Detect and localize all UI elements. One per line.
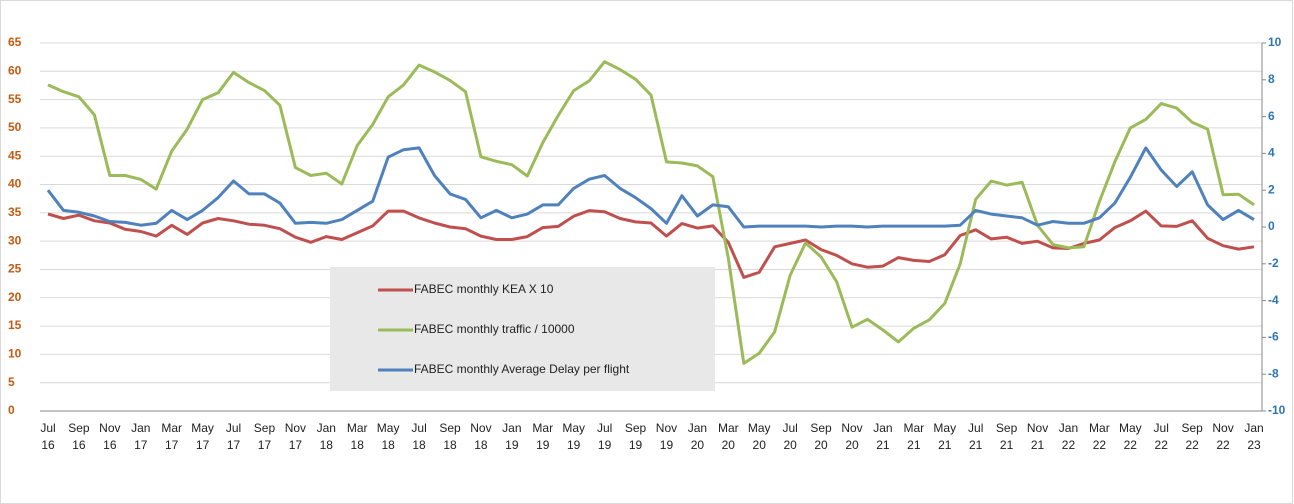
x-tick-label: Nov 20 — [841, 421, 863, 452]
y-tick-label: 30 — [8, 233, 22, 247]
x-tick-label: Jul 16 — [40, 421, 56, 452]
x-tick-label: Jan 23 — [1244, 421, 1264, 452]
x-tick-label: May 21 — [933, 421, 957, 452]
y-tick-label: 0 — [8, 403, 15, 417]
y-tick-label: 5 — [8, 375, 15, 389]
x-tick-label: Jan 18 — [316, 421, 336, 452]
y-tick-label: 25 — [8, 262, 22, 276]
x-tick-label: Nov 19 — [655, 421, 678, 452]
series-line — [47, 60, 1255, 365]
x-tick-label: Nov 18 — [470, 421, 492, 452]
x-tick-label: Sep 20 — [810, 421, 832, 452]
y2-tick-label: 10 — [1268, 35, 1282, 49]
x-tick-label: Jul 19 — [596, 421, 613, 452]
x-tick-label: Jan 21 — [873, 421, 893, 452]
x-tick-label: May 20 — [747, 421, 771, 452]
x-tick-label: Jul 17 — [225, 421, 242, 452]
x-tick-label: Jul 22 — [1153, 421, 1169, 452]
x-tick-label: May 17 — [191, 421, 214, 452]
y-tick-label: 50 — [8, 120, 22, 134]
y2-tick-label: 2 — [1268, 182, 1275, 196]
x-tick-label: Jul 21 — [968, 421, 984, 452]
y2-tick-label: 6 — [1268, 109, 1275, 123]
y-tick-label: 15 — [8, 318, 22, 332]
y-tick-label: 40 — [8, 177, 22, 191]
x-tick-label: Mar 20 — [717, 421, 739, 452]
series-line — [46, 146, 1255, 229]
x-tick-label: Jan 20 — [687, 421, 708, 452]
x-tick-label: Nov 22 — [1212, 421, 1234, 452]
y-tick-label: 45 — [8, 148, 22, 162]
x-tick-label: Mar 22 — [1089, 421, 1110, 452]
y2-tick-label: 8 — [1268, 72, 1275, 86]
y2-tick-label: -8 — [1268, 366, 1279, 380]
y2-tick-label: -2 — [1268, 256, 1279, 270]
x-tick-label: Sep 19 — [624, 421, 647, 452]
x-tick-label: Mar 21 — [903, 421, 925, 452]
x-tick-label: May 19 — [562, 421, 586, 452]
y2-tick-label: 0 — [1268, 219, 1275, 233]
x-tick-label: Sep 16 — [68, 421, 90, 452]
y-tick-label: 65 — [8, 35, 22, 49]
x-tick-label: Nov 21 — [1026, 421, 1049, 452]
x-tick-label: Mar 17 — [161, 421, 183, 452]
x-tick-label: Sep 17 — [253, 421, 276, 452]
y-tick-label: 35 — [8, 205, 22, 219]
y-tick-label: 20 — [8, 290, 22, 304]
y2-tick-label: -10 — [1268, 403, 1286, 417]
x-tick-label: Jan 22 — [1058, 421, 1079, 452]
x-tick-label: May 18 — [376, 421, 400, 452]
legend-label: FABEC monthly Average Delay per flight — [414, 362, 630, 376]
x-tick-label: Jan 17 — [131, 421, 151, 452]
x-tick-label: Jul 18 — [411, 421, 427, 452]
x-tick-label: Jan 19 — [502, 421, 522, 452]
x-tick-label: Nov 16 — [99, 421, 121, 452]
x-tick-label: Sep 21 — [995, 421, 1018, 452]
y2-tick-label: 4 — [1268, 146, 1275, 160]
y-tick-label: 55 — [8, 92, 22, 106]
legend-label: FABEC monthly KEA X 10 — [414, 282, 554, 296]
y-tick-label: 10 — [8, 347, 22, 361]
x-tick-label: Jul 20 — [782, 421, 798, 452]
series-line — [47, 209, 1255, 279]
y2-tick-label: -6 — [1268, 330, 1279, 344]
x-tick-label: Nov 17 — [284, 421, 307, 452]
x-tick-label: Sep 22 — [1181, 421, 1203, 452]
x-tick-label: Mar 18 — [346, 421, 368, 452]
legend-label: FABEC monthly traffic / 10000 — [414, 322, 575, 336]
x-tick-label: Sep 18 — [439, 421, 461, 452]
x-tick-label: Mar 19 — [532, 421, 554, 452]
x-tick-label: May 22 — [1118, 421, 1142, 452]
y-tick-label: 60 — [8, 63, 22, 77]
y2-tick-label: -4 — [1268, 293, 1279, 307]
